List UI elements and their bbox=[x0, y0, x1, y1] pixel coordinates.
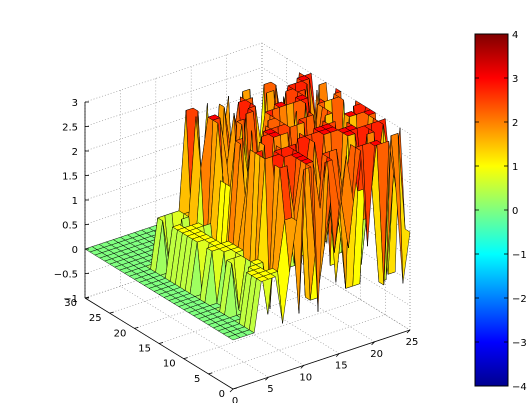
z-tick-label: 0.5 bbox=[62, 221, 78, 232]
y-tick-label: 20 bbox=[114, 328, 127, 339]
y-tick-label: 5 bbox=[194, 374, 200, 385]
colorbar-tick-label: −2 bbox=[512, 294, 527, 305]
colorbar-gradient bbox=[474, 33, 509, 387]
x-axis-line bbox=[232, 329, 411, 390]
y-tick-mark bbox=[183, 357, 188, 360]
x-tick-mark bbox=[335, 353, 340, 357]
grid-line bbox=[120, 285, 269, 378]
y-tick-mark bbox=[109, 311, 114, 314]
colorbar-tick-label: −1 bbox=[512, 250, 527, 261]
colorbar: 4 3 2 1 0 −1 −2 −3 −4 bbox=[474, 30, 527, 393]
colorbar-tick-label: 2 bbox=[512, 118, 518, 129]
z-tick-label: 1.5 bbox=[62, 172, 78, 183]
y-tick-mark bbox=[208, 372, 213, 375]
z-tick-label: 1 bbox=[72, 196, 78, 207]
x-tick-label: 25 bbox=[406, 337, 419, 348]
x-tick-label: 5 bbox=[267, 384, 273, 395]
y-tick-label: 15 bbox=[138, 344, 151, 355]
z-tick-label: −1 bbox=[63, 294, 78, 305]
x-tick-mark bbox=[371, 341, 375, 346]
surface-plot bbox=[84, 72, 411, 341]
colorbar-tick-label: 0 bbox=[512, 206, 518, 217]
colorbar-tick-label: 3 bbox=[512, 74, 518, 85]
grid-line bbox=[183, 299, 361, 359]
y-tick-mark bbox=[158, 342, 164, 344]
colorbar-tick-label: −3 bbox=[512, 338, 527, 349]
grid-line bbox=[208, 314, 386, 375]
x-tick-label: 0 bbox=[232, 396, 238, 403]
y-tick-label: 10 bbox=[163, 359, 176, 370]
z-tick-label: 3 bbox=[72, 98, 78, 109]
x-tick-mark bbox=[229, 388, 234, 393]
colorbar-tick-label: 4 bbox=[512, 30, 518, 41]
z-tick-label: −0.5 bbox=[54, 270, 78, 281]
y-tick-label: 0 bbox=[219, 389, 225, 400]
x-tick-mark bbox=[265, 376, 269, 381]
y-tick-label: 30 bbox=[64, 298, 77, 309]
z-tick-label: 0 bbox=[72, 245, 78, 256]
x-tick-label: 15 bbox=[335, 361, 348, 372]
z-tick-label: 2.5 bbox=[62, 123, 78, 134]
x-tick-mark bbox=[300, 365, 305, 369]
colorbar-tick-label: 1 bbox=[512, 162, 518, 173]
x-tick-mark bbox=[406, 329, 411, 334]
axes-box: 0 5 10 15 20 25 0 5 10 15 20 25 30−1 −0.5 0 0.5 1 1.5 2 2.5… bbox=[54, 98, 419, 403]
x-tick-label: 20 bbox=[370, 349, 383, 360]
y-tick-mark bbox=[134, 326, 139, 329]
y-tick-label: 25 bbox=[89, 313, 102, 324]
x-tick-label: 10 bbox=[299, 372, 312, 383]
y-tick-mark bbox=[232, 387, 238, 390]
colorbar-tick-label: −4 bbox=[512, 382, 527, 393]
surface-patch bbox=[227, 334, 241, 341]
z-tick-label: 2 bbox=[72, 147, 78, 158]
